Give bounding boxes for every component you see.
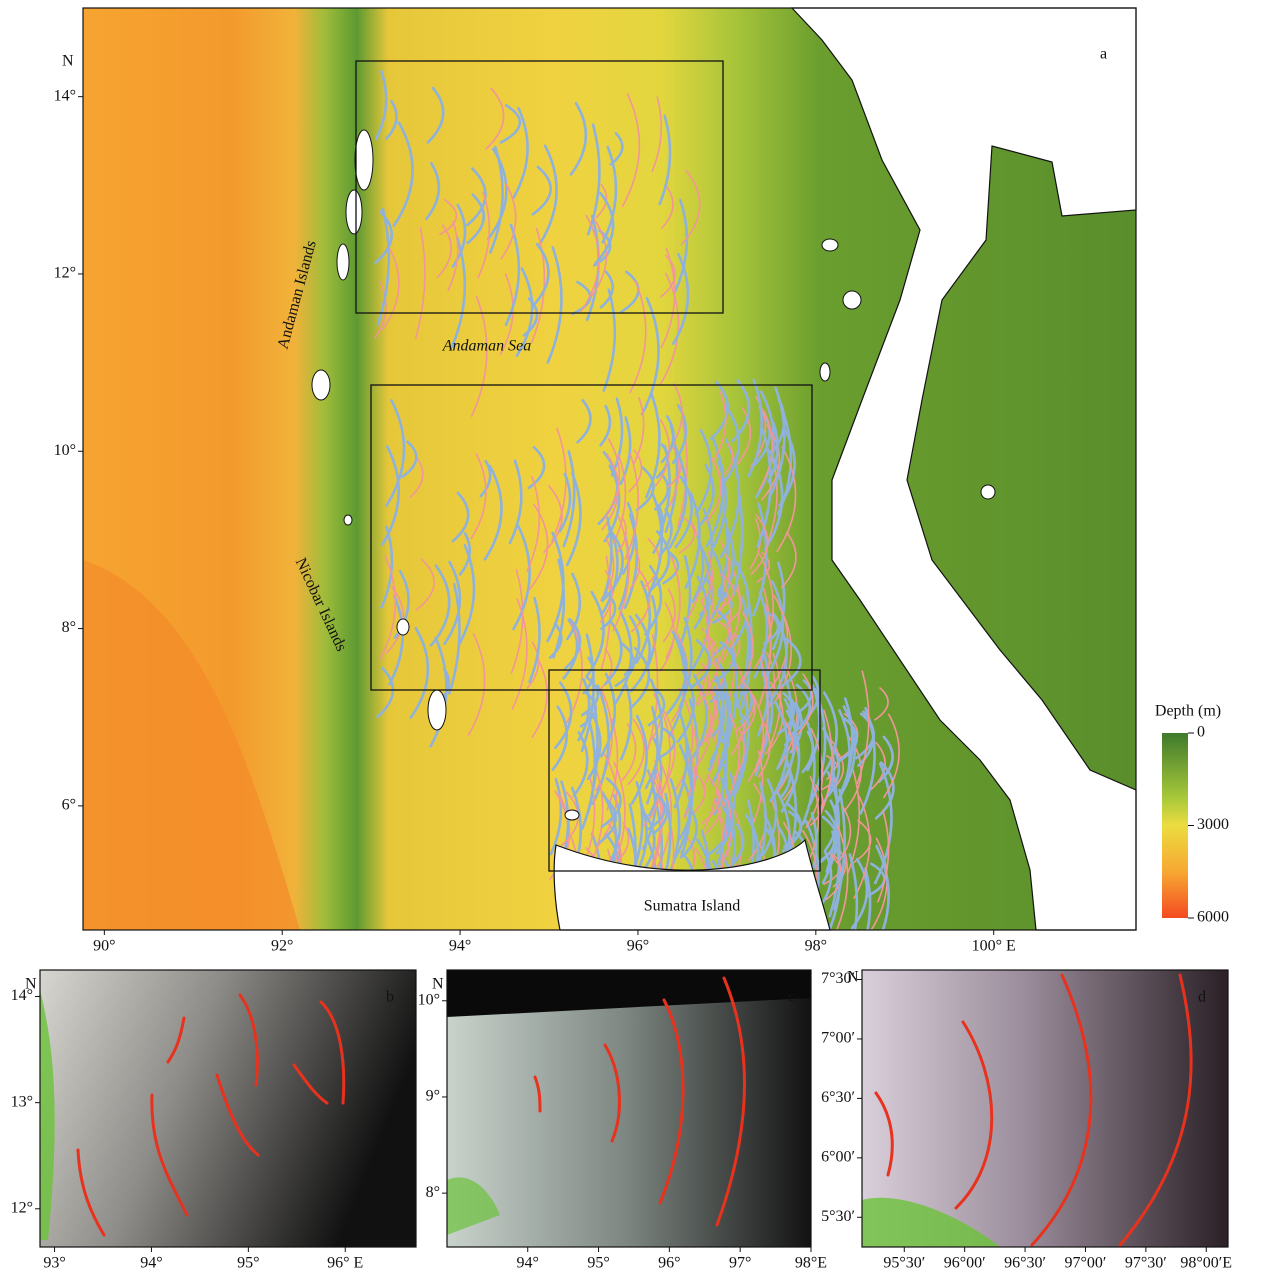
x-tick-label: 92° (271, 938, 293, 955)
panel-label: b (386, 989, 394, 1006)
y-tick-label: 14° (11, 987, 33, 1004)
y-tick-label: 13° (11, 1093, 33, 1110)
y-tick-label: 7°30′ (821, 970, 855, 987)
x-tick-label: 96°30′ (1004, 1255, 1046, 1272)
y-tick-label: 8° (62, 619, 76, 636)
colorbar: Depth (m) (1155, 703, 1221, 918)
x-tick-label: 97° (729, 1255, 751, 1272)
x-tick-label: 100° E (972, 938, 1016, 955)
x-tick-label: 95° (587, 1255, 609, 1272)
x-tick-label: 93° (43, 1255, 65, 1272)
x-tick-label: 96° E (327, 1255, 363, 1272)
y-tick-label: 12° (11, 1199, 33, 1216)
x-tick-label: 90° (93, 938, 115, 955)
y-tick-label: 6° (62, 797, 76, 814)
x-tick-label: 94° (140, 1255, 162, 1272)
y-tick-label: 5°30′ (821, 1208, 855, 1225)
y-tick-label: 7°00′ (821, 1030, 855, 1047)
place-name: Andaman Sea (442, 338, 531, 355)
y-tick-label: 9° (426, 1088, 440, 1105)
panel-b: N b (25, 970, 416, 1247)
x-tick-label: 97°00′ (1065, 1255, 1107, 1272)
colorbar-tick-label: 3000 (1197, 816, 1229, 833)
colorbar-scale (1162, 733, 1188, 918)
y-tick-label: 8° (426, 1184, 440, 1201)
map-a: N a Andaman Islands Andaman Sea Nicobar … (62, 8, 1136, 981)
y-tick-label: 6°30′ (821, 1089, 855, 1106)
x-tick-label: 95°30′ (883, 1255, 925, 1272)
figure: N a Andaman Islands Andaman Sea Nicobar … (0, 0, 1266, 1273)
panel-label: a (1100, 46, 1107, 63)
x-tick-label: 96° (658, 1255, 680, 1272)
x-tick-label: 97°30′ (1125, 1255, 1167, 1272)
x-tick-label: 95° (237, 1255, 259, 1272)
x-tick-label: 94° (517, 1255, 539, 1272)
x-tick-label: 94° (449, 938, 471, 955)
x-tick-label: 98°00′E (1180, 1255, 1232, 1272)
north-label: N (432, 976, 444, 993)
y-tick-label: 12° (54, 265, 76, 282)
colorbar-tick-label: 0 (1197, 724, 1205, 741)
y-tick-label: 10° (418, 991, 440, 1008)
colorbar-tick-label: 6000 (1197, 909, 1229, 926)
colorbar-title: Depth (m) (1155, 703, 1221, 720)
place-name: Sumatra Island (644, 898, 740, 915)
x-tick-label: 98° (805, 938, 827, 955)
y-tick-label: 6°00′ (821, 1149, 855, 1166)
panel-label: c (788, 989, 795, 1006)
panel-label: d (1198, 989, 1206, 1006)
y-tick-label: 10° (54, 442, 76, 459)
panel-d: N d (847, 969, 1228, 1247)
x-tick-label: 98°E (795, 1255, 827, 1272)
north-label: N (62, 53, 74, 70)
y-tick-label: 14° (54, 87, 76, 104)
x-tick-label: 96°00′ (944, 1255, 986, 1272)
panel-c: N c (432, 970, 811, 1247)
x-tick-label: 96° (627, 938, 649, 955)
